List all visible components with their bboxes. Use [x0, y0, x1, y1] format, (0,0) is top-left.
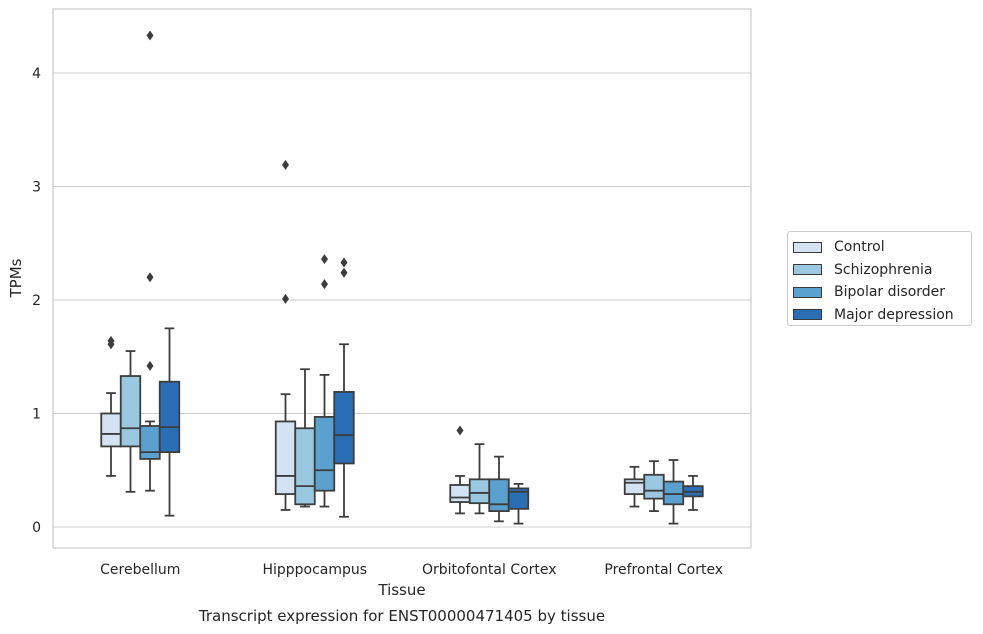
outlier-point [146, 30, 154, 41]
boxplot-box [468, 443, 491, 515]
y-tick-label: 0 [32, 520, 41, 536]
y-tick-label: 1 [32, 407, 41, 423]
outlier-point [340, 257, 348, 268]
boxplot-box [139, 30, 161, 492]
x-tick-label: Hipppocampus [262, 562, 367, 578]
boxplot-box [158, 327, 181, 517]
plot-area-frame [52, 8, 752, 549]
outlier-point [146, 272, 154, 283]
box-iqr [623, 478, 646, 495]
legend-item: Schizophrenia [793, 259, 971, 282]
box-iqr [643, 473, 665, 500]
box-iqr [100, 412, 122, 448]
x-tick-label: Prefrontal Cortex [604, 562, 723, 578]
legend-swatch [793, 309, 822, 321]
y-tick-label: 3 [32, 180, 41, 196]
boxplot-box [333, 257, 355, 518]
box-iqr [468, 478, 491, 505]
outlier-point [456, 425, 464, 436]
legend-item: Control [793, 236, 971, 259]
x-axis-label: Tissue [377, 581, 425, 599]
box-iqr [119, 375, 142, 448]
boxplot-box [643, 460, 665, 513]
boxplot-box [274, 159, 297, 511]
legend-swatch [793, 241, 822, 253]
outlier-point [146, 360, 154, 371]
outlier-point [282, 293, 289, 304]
outlier-point [321, 254, 328, 265]
legend-label: Schizophrenia [834, 261, 933, 278]
outlier-point [340, 267, 348, 278]
boxplot-box [507, 482, 530, 525]
legend-label: Major depression [834, 306, 954, 323]
boxplot-box [662, 459, 685, 525]
box-layer [100, 30, 704, 525]
legend-label: Control [834, 239, 885, 256]
boxplot-box [313, 254, 336, 508]
box-iqr [662, 480, 685, 506]
outlier-point [321, 279, 328, 290]
y-axis-label: TPMs [7, 258, 25, 298]
box-iqr [158, 380, 181, 453]
legend-item: Major depression [793, 304, 971, 327]
y-tick-labels: 0 1 2 3 4 [32, 66, 41, 536]
outlier-point [282, 159, 289, 170]
boxplot-box [449, 425, 471, 515]
box-iqr [274, 420, 297, 495]
box-iqr [449, 484, 471, 503]
legend: Control Schizophrenia Bipolar disorder Majo… [787, 231, 972, 326]
boxplot-box [294, 368, 316, 508]
boxplot-box [100, 335, 122, 477]
chart-title: Transcript expression for ENST0000047140… [198, 607, 605, 625]
legend-swatch [793, 286, 822, 298]
boxplot-box [623, 465, 646, 508]
legend-item: Bipolar disorder [793, 281, 971, 304]
box-iqr [507, 487, 530, 510]
legend-swatch [793, 264, 822, 276]
boxplot-box [682, 475, 704, 511]
outlier-point [107, 335, 115, 346]
legend-label: Bipolar disorder [834, 284, 946, 301]
box-iqr [333, 391, 355, 465]
x-tick-label: Cerebellum [100, 562, 180, 578]
boxplot-box [488, 455, 510, 523]
y-tick-label: 2 [32, 293, 41, 309]
box-iqr [139, 425, 161, 460]
box-iqr [313, 416, 336, 492]
x-tick-labels: Cerebellum Hipppocampus Orbitofontal Corte… [100, 562, 723, 578]
x-tick-label: Orbitofontal Cortex [422, 562, 557, 578]
boxplot-box [119, 350, 142, 493]
box-iqr [294, 427, 316, 506]
y-tick-label: 4 [32, 66, 41, 82]
box-iqr [488, 478, 510, 513]
